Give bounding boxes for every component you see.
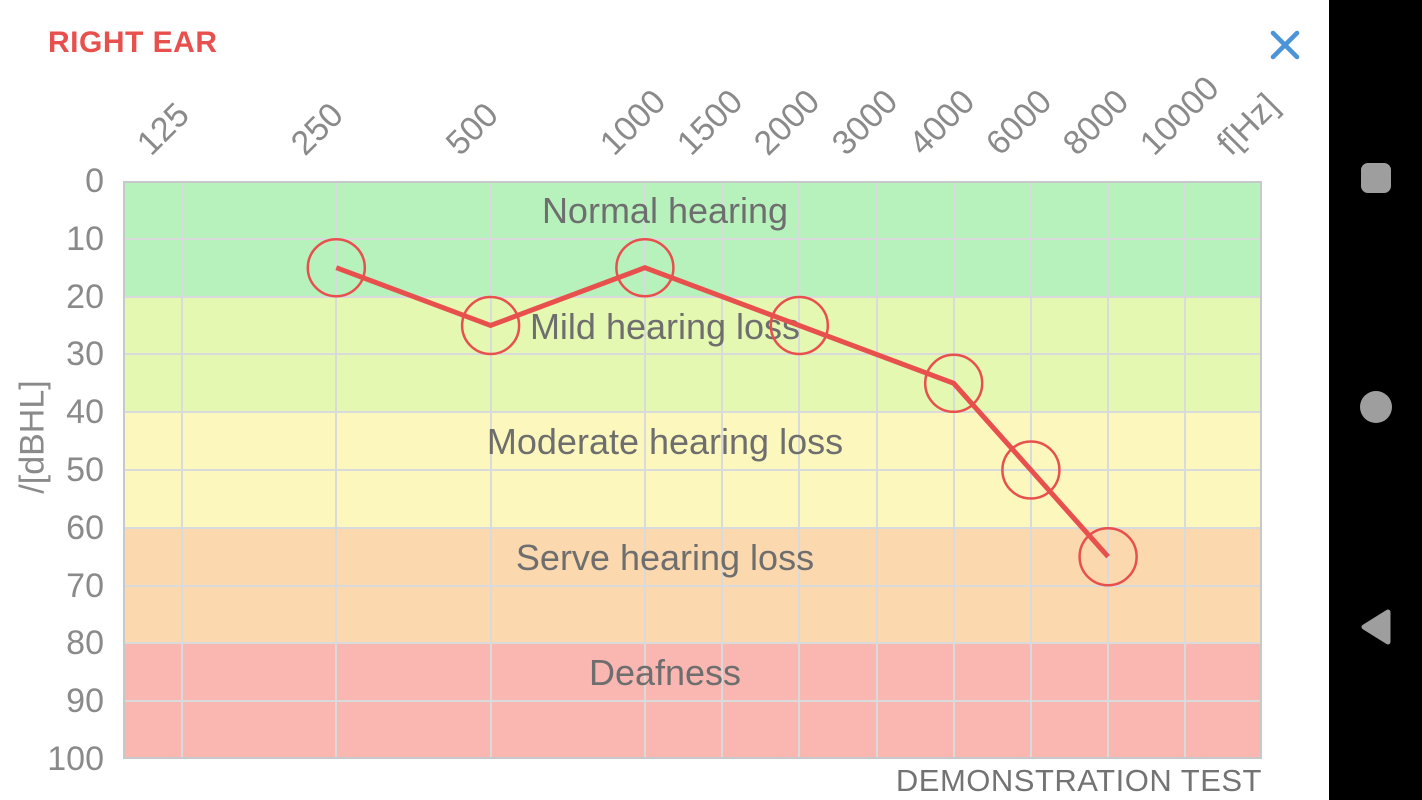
y-grid-line bbox=[123, 700, 1262, 703]
band-label: Serve hearing loss bbox=[515, 536, 815, 578]
x-tick-label: 2000 bbox=[747, 82, 828, 163]
home-button[interactable] bbox=[1329, 372, 1422, 442]
band-label: Mild hearing loss bbox=[529, 305, 801, 347]
x-tick-label: 6000 bbox=[978, 82, 1060, 163]
y-tick-label: 100 bbox=[47, 740, 104, 778]
home-circle-icon bbox=[1359, 391, 1392, 423]
data-point-marker bbox=[1078, 526, 1138, 587]
demo-watermark: DEMONSTRATION TEST bbox=[895, 763, 1262, 798]
y-grid-line bbox=[123, 469, 1262, 471]
y-tick-label: 80 bbox=[66, 624, 104, 663]
y-tick-label: 20 bbox=[66, 277, 104, 316]
y-grid-line bbox=[123, 353, 1262, 356]
audiogram-series bbox=[306, 237, 1138, 587]
recents-square-icon bbox=[1360, 163, 1391, 193]
y-grid-line bbox=[123, 584, 1262, 587]
y-grid-line bbox=[123, 295, 1262, 298]
y-tick-label: 50 bbox=[66, 451, 104, 489]
x-tick-label: 1500 bbox=[669, 82, 751, 163]
y-tick-label: 70 bbox=[66, 566, 104, 605]
y-tick-label: 10 bbox=[66, 219, 104, 258]
x-tick-label: 8000 bbox=[1055, 82, 1137, 163]
page-title: RIGHT EAR bbox=[48, 26, 218, 59]
y-tick-label: 60 bbox=[66, 508, 104, 547]
band-label: Moderate hearing loss bbox=[486, 421, 844, 463]
back-button[interactable] bbox=[1329, 592, 1422, 662]
y-grid-line bbox=[123, 237, 1262, 240]
data-point-marker bbox=[615, 237, 675, 298]
data-point-marker bbox=[769, 295, 830, 356]
data-point-marker bbox=[460, 295, 521, 356]
x-tick-label: 3000 bbox=[824, 82, 905, 163]
plot-area: Normal hearing Mild hearing loss Moderate … bbox=[123, 181, 1262, 759]
recents-button[interactable] bbox=[1329, 143, 1422, 213]
band-label: Deafness bbox=[588, 652, 742, 694]
close-icon bbox=[1270, 30, 1300, 60]
y-tick-label: 0 bbox=[85, 162, 104, 200]
x-tick-label: 125 bbox=[129, 95, 197, 163]
y-grid-line bbox=[123, 526, 1262, 529]
y-tick-label: 30 bbox=[66, 335, 104, 374]
data-point-marker bbox=[1001, 440, 1061, 500]
y-tick-label: 40 bbox=[66, 393, 104, 432]
x-tick-label: 10000 bbox=[1133, 68, 1227, 163]
y-grid-line bbox=[123, 411, 1262, 414]
x-tick-label: 500 bbox=[438, 95, 506, 163]
close-button[interactable] bbox=[1266, 26, 1304, 64]
android-nav-bar bbox=[1329, 0, 1422, 800]
x-tick-label: 250 bbox=[284, 95, 352, 163]
back-triangle-icon bbox=[1361, 609, 1390, 645]
data-point-marker bbox=[923, 353, 984, 414]
data-point-marker bbox=[306, 237, 367, 298]
band-label: Normal hearing bbox=[541, 189, 789, 231]
x-tick-label: 1000 bbox=[592, 82, 674, 163]
y-grid-line bbox=[123, 642, 1262, 645]
x-tick-label: 4000 bbox=[901, 82, 982, 163]
y-tick-label: 90 bbox=[66, 682, 104, 721]
audiogram-line bbox=[335, 265, 1110, 559]
